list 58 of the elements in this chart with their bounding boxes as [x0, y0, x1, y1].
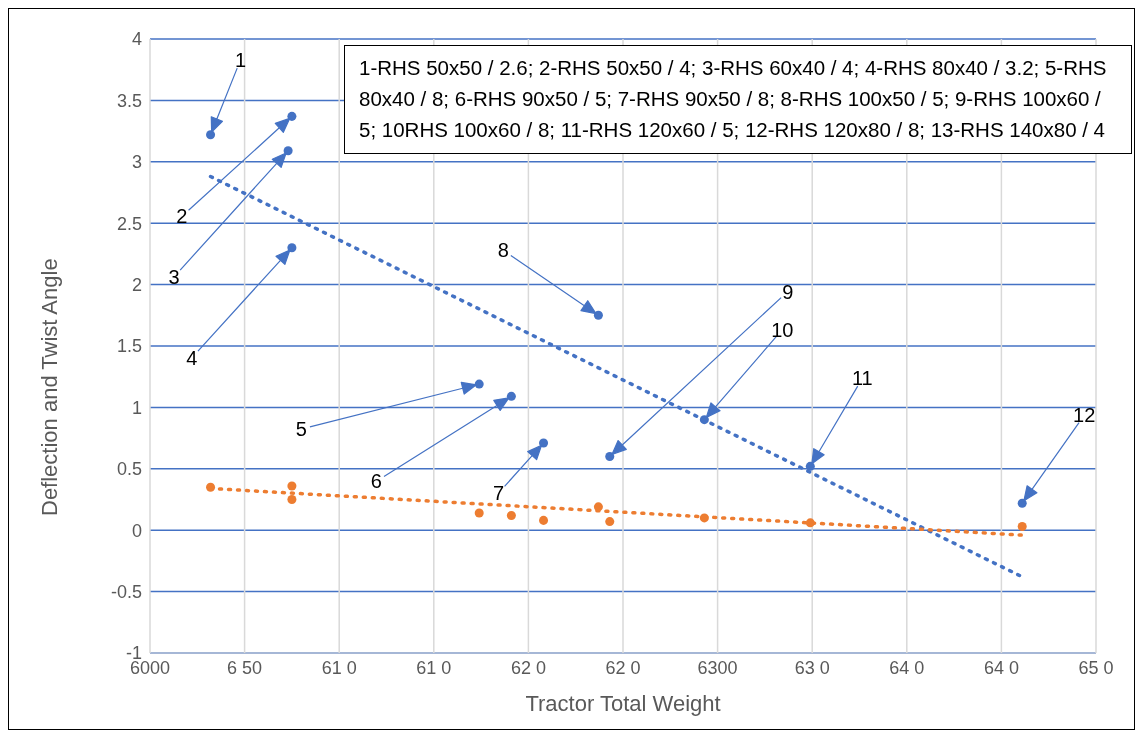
- annotation: 2: [176, 205, 188, 228]
- x-tick-label: 64 0: [983, 657, 1019, 678]
- point: [593, 502, 603, 512]
- point: [805, 461, 815, 471]
- point: [206, 482, 216, 492]
- y-tick-label: 2.5: [116, 213, 142, 234]
- x-tick-label: 6 50: [227, 657, 263, 678]
- y-tick-label: 0: [131, 520, 142, 541]
- point: [539, 515, 549, 525]
- annotation: 1-RHS 50x50 / 2.6; 2-RHS 50x50 / 4; 3-RHS 60x40 / 4; 4-RHS 80x40 / 3.2; 5-RHS 80x40 / 8; 6-RHS 90x50 / 5; 7-RHS 90x50 / 8; 8-RHS 100x50 / 5; 9-RHS 100x60 / 5; 10RHS 100x60 / 8; 11-RHS 120x60 / 5; 12-RHS 120x80 / 8; 13-RHS 140x80 / 4: [359, 55, 1108, 143]
- point: [699, 415, 709, 425]
- point: [506, 391, 516, 401]
- annotation: 7: [492, 482, 505, 505]
- point: [287, 481, 297, 491]
- point: [506, 510, 516, 520]
- annotation: 6: [370, 470, 382, 493]
- x-tick-label: 62 0: [510, 657, 546, 678]
- annotation: 11: [851, 367, 873, 390]
- point: [699, 513, 709, 523]
- x-tick-label: 6300: [697, 657, 738, 678]
- point: [605, 452, 615, 462]
- y-tick-label: 3.5: [116, 90, 142, 111]
- x-tick-label: 63 0: [794, 657, 830, 678]
- x-tick-label: 64 0: [889, 657, 925, 678]
- point: [474, 379, 484, 389]
- point: [283, 146, 293, 156]
- annotation: 10: [771, 318, 794, 341]
- x-tick-label: 62 0: [605, 657, 641, 678]
- annotation: 9: [782, 280, 794, 303]
- y-tick-label: 0.5: [116, 459, 142, 480]
- point: [206, 130, 216, 140]
- point: [593, 310, 603, 320]
- x-tick-label: 61 0: [321, 657, 357, 678]
- annotation: 5: [295, 418, 307, 441]
- y-tick-label: 1.5: [116, 336, 142, 357]
- point: [1017, 522, 1027, 532]
- y-tick-label: -0.5: [110, 581, 142, 602]
- y-tick-label: 1: [131, 397, 142, 418]
- y-tick-label: 2: [131, 274, 142, 295]
- annotation: 8: [497, 239, 509, 262]
- point: [287, 494, 297, 505]
- annotation: 12: [1073, 404, 1096, 427]
- y-axis-title: Deflection and Twist Angle: [36, 258, 62, 516]
- y-tick-label: 3: [131, 152, 142, 173]
- point: [539, 438, 549, 448]
- y-tick-label: 4: [131, 29, 142, 50]
- x-axis-title: Tractor Total Weight: [525, 691, 721, 716]
- point: [287, 111, 297, 121]
- point: [474, 508, 484, 518]
- annotation: 4: [186, 346, 198, 369]
- point: [1017, 498, 1027, 508]
- point: [287, 243, 297, 253]
- annotation: 3: [168, 265, 180, 288]
- x-tick-label: 61 0: [416, 657, 452, 678]
- point: [605, 517, 615, 527]
- x-tick-label: 65 0: [1078, 657, 1114, 678]
- point: [805, 518, 815, 528]
- annotation: 1: [234, 48, 247, 71]
